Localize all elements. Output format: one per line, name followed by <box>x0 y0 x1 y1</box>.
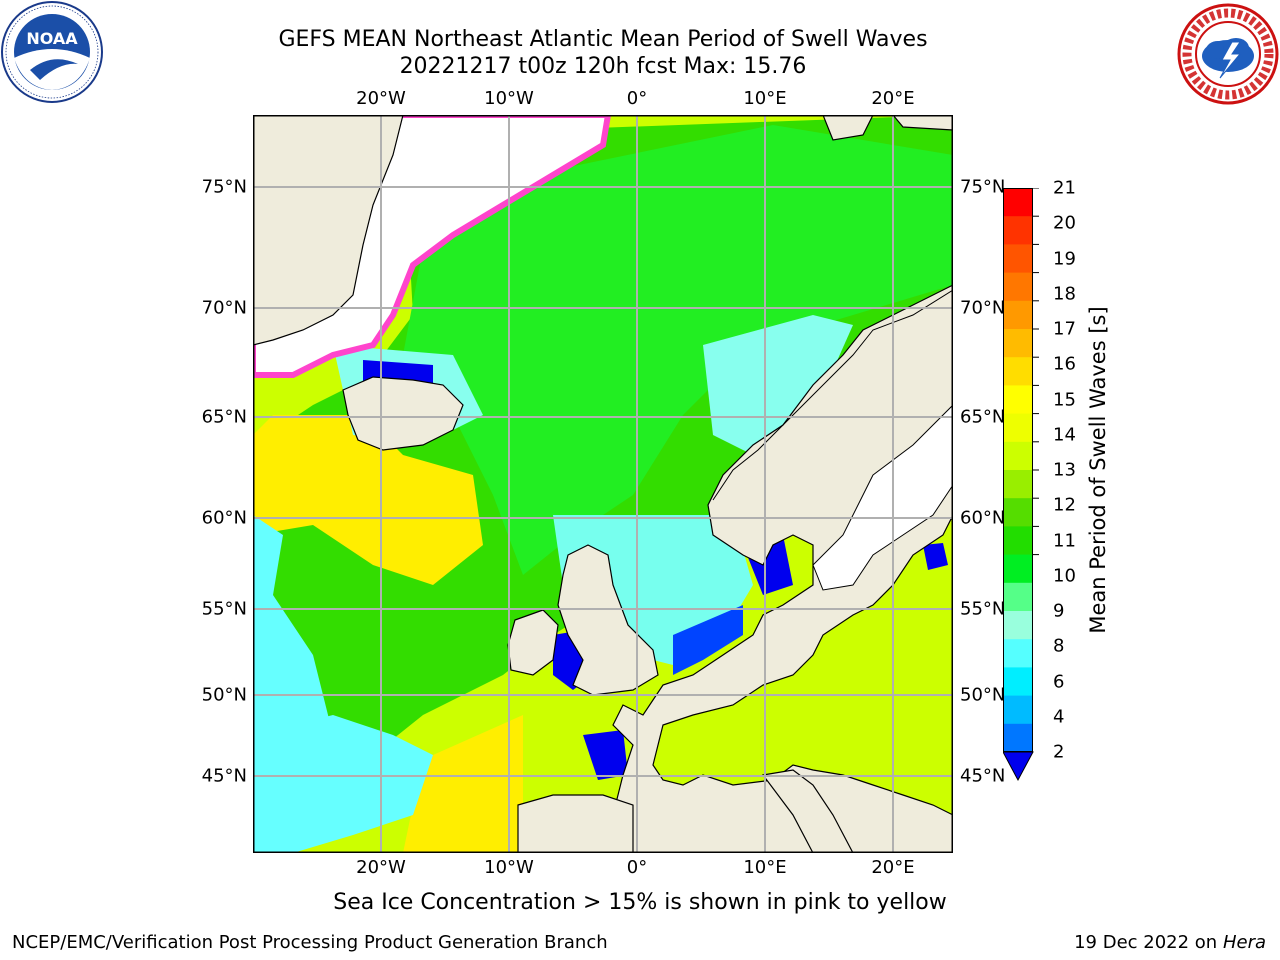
noaa-logo: NOAA <box>1 1 103 103</box>
colorbar-swatch <box>1003 272 1033 302</box>
colorbar-tick-label: 8 <box>1053 635 1065 657</box>
colorbar-tick-label: 21 <box>1053 177 1076 199</box>
svg-text:NOAA: NOAA <box>26 29 78 48</box>
colorbar-swatch <box>1003 188 1033 217</box>
colorbar-swatch <box>1003 695 1033 725</box>
nws-logo <box>1177 3 1279 105</box>
lon-label-top-20w: 20°W <box>356 88 406 109</box>
lat-label-right-45n: 45°N <box>960 765 1006 787</box>
colorbar-under-arrow <box>1003 751 1034 782</box>
lon-label-bottom-20e: 20°E <box>871 857 915 878</box>
lat-label-left-65n: 65°N <box>201 406 247 428</box>
colorbar-swatch <box>1003 554 1033 584</box>
colorbar-tick-label: 13 <box>1053 459 1076 481</box>
colorbar-tick-label: 15 <box>1053 389 1076 410</box>
lat-label-right-50n: 50°N <box>960 684 1006 706</box>
lat-label-right-65n: 65°N <box>960 406 1006 428</box>
lat-label-left-60n: 60°N <box>201 507 247 529</box>
colorbar-swatch <box>1003 723 1033 753</box>
colorbar-tick-label: 10 <box>1053 565 1076 587</box>
lat-label-left-45n: 45°N <box>201 765 247 787</box>
land-greenland <box>253 115 404 346</box>
colorbar-swatch <box>1003 441 1033 471</box>
colorbar-swatch <box>1003 329 1033 358</box>
colorbar-tick-label: 6 <box>1053 671 1065 692</box>
map-gridlines <box>253 115 953 853</box>
colorbar-swatch <box>1003 611 1033 640</box>
map-border <box>253 115 953 853</box>
lat-label-right-55n: 55°N <box>960 598 1006 620</box>
colorbar-swatch <box>1003 470 1033 499</box>
footer-host: Hera <box>1222 932 1266 953</box>
lat-label-right-70n: 70°N <box>960 297 1006 319</box>
colorbar-tick-label: 2 <box>1053 741 1065 763</box>
land-iceland <box>342 376 464 451</box>
blue-swell-northsea-south <box>673 605 743 675</box>
colorbar-swatch <box>1003 300 1033 330</box>
lat-label-left-70n: 70°N <box>201 297 247 319</box>
colorbar-swatch <box>1003 582 1033 612</box>
colorbar-swatch <box>1003 216 1033 245</box>
map-panel <box>253 115 953 853</box>
sea-ice-note: Sea Ice Concentration > 15% is shown in … <box>333 890 947 915</box>
colorbar-tick-label: 20 <box>1053 212 1076 234</box>
lon-label-bottom-10w: 10°W <box>484 857 534 878</box>
land-scandinavia-europe <box>602 284 953 853</box>
land-great-britain <box>557 544 659 696</box>
yellow-swell-patch <box>253 415 483 585</box>
colorbar-swatch <box>1003 244 1033 274</box>
colorbar-swatch <box>1003 357 1033 386</box>
lat-label-right-75n: 75°N <box>960 176 1006 198</box>
land-iberia <box>517 794 634 853</box>
swell-period-map <box>253 115 953 853</box>
lat-label-left-55n: 55°N <box>201 598 247 620</box>
yellow-swell-patch-south <box>403 715 523 853</box>
blue-swell-baltic <box>743 515 948 595</box>
colorbar-tick-label: 14 <box>1053 424 1076 446</box>
lon-label-bottom-20w: 20°W <box>356 857 406 878</box>
colorbar-swatch <box>1003 526 1033 556</box>
colorbar-tick-label: 18 <box>1053 283 1076 305</box>
colorbar-tick-label: 12 <box>1053 494 1076 516</box>
chart-title: GEFS MEAN Northeast Atlantic Mean Period… <box>278 27 928 52</box>
colorbar-tick-label: 9 <box>1053 600 1065 622</box>
lat-label-left-50n: 50°N <box>201 684 247 706</box>
footer-branch-credit: NCEP/EMC/Verification Post Processing Pr… <box>12 932 608 953</box>
lon-label-top-20e: 20°E <box>871 88 915 109</box>
lat-label-right-60n: 60°N <box>960 507 1006 529</box>
colorbar-label: Mean Period of Swell Waves [s] <box>1086 306 1110 634</box>
baltic-sea-mask <box>812 404 953 591</box>
colorbar-outline <box>1003 188 1033 752</box>
blue-swell-biscay <box>583 730 628 780</box>
lat-label-left-75n: 75°N <box>201 176 247 198</box>
colorbar-swatch <box>1003 413 1033 443</box>
lon-label-bottom-0: 0° <box>626 857 648 878</box>
lon-label-bottom-10e: 10°E <box>743 857 787 878</box>
colorbar <box>1003 188 1039 782</box>
colorbar-tick-label: 16 <box>1053 353 1076 375</box>
colorbar-tick-label: 11 <box>1053 530 1076 551</box>
lon-label-top-10e: 10°E <box>743 88 787 109</box>
footer-date-host: 19 Dec 2022 on Hera <box>1074 932 1266 953</box>
chart-subtitle: 20221217 t00z 120h fcst Max: 15.76 <box>399 54 807 79</box>
cyan-swell-norway <box>703 315 853 455</box>
colorbar-swatch <box>1003 667 1033 697</box>
land-italy <box>761 769 854 853</box>
footer-date: 19 Dec 2022 on <box>1074 932 1218 953</box>
bright-green-region <box>403 125 953 575</box>
colorbar-swatch <box>1003 385 1033 415</box>
land-svalbard <box>822 115 953 141</box>
colorbar-swatch <box>1003 498 1033 527</box>
colorbar-tick-label: 4 <box>1053 706 1065 728</box>
lon-label-top-10w: 10°W <box>484 88 534 109</box>
colorbar-tick-label: 17 <box>1053 318 1076 340</box>
colorbar-tick-label: 19 <box>1053 248 1076 269</box>
colorbar-swatch <box>1003 639 1033 668</box>
cyan-swell-bay <box>253 715 433 853</box>
lon-label-top-0: 0° <box>626 88 648 109</box>
